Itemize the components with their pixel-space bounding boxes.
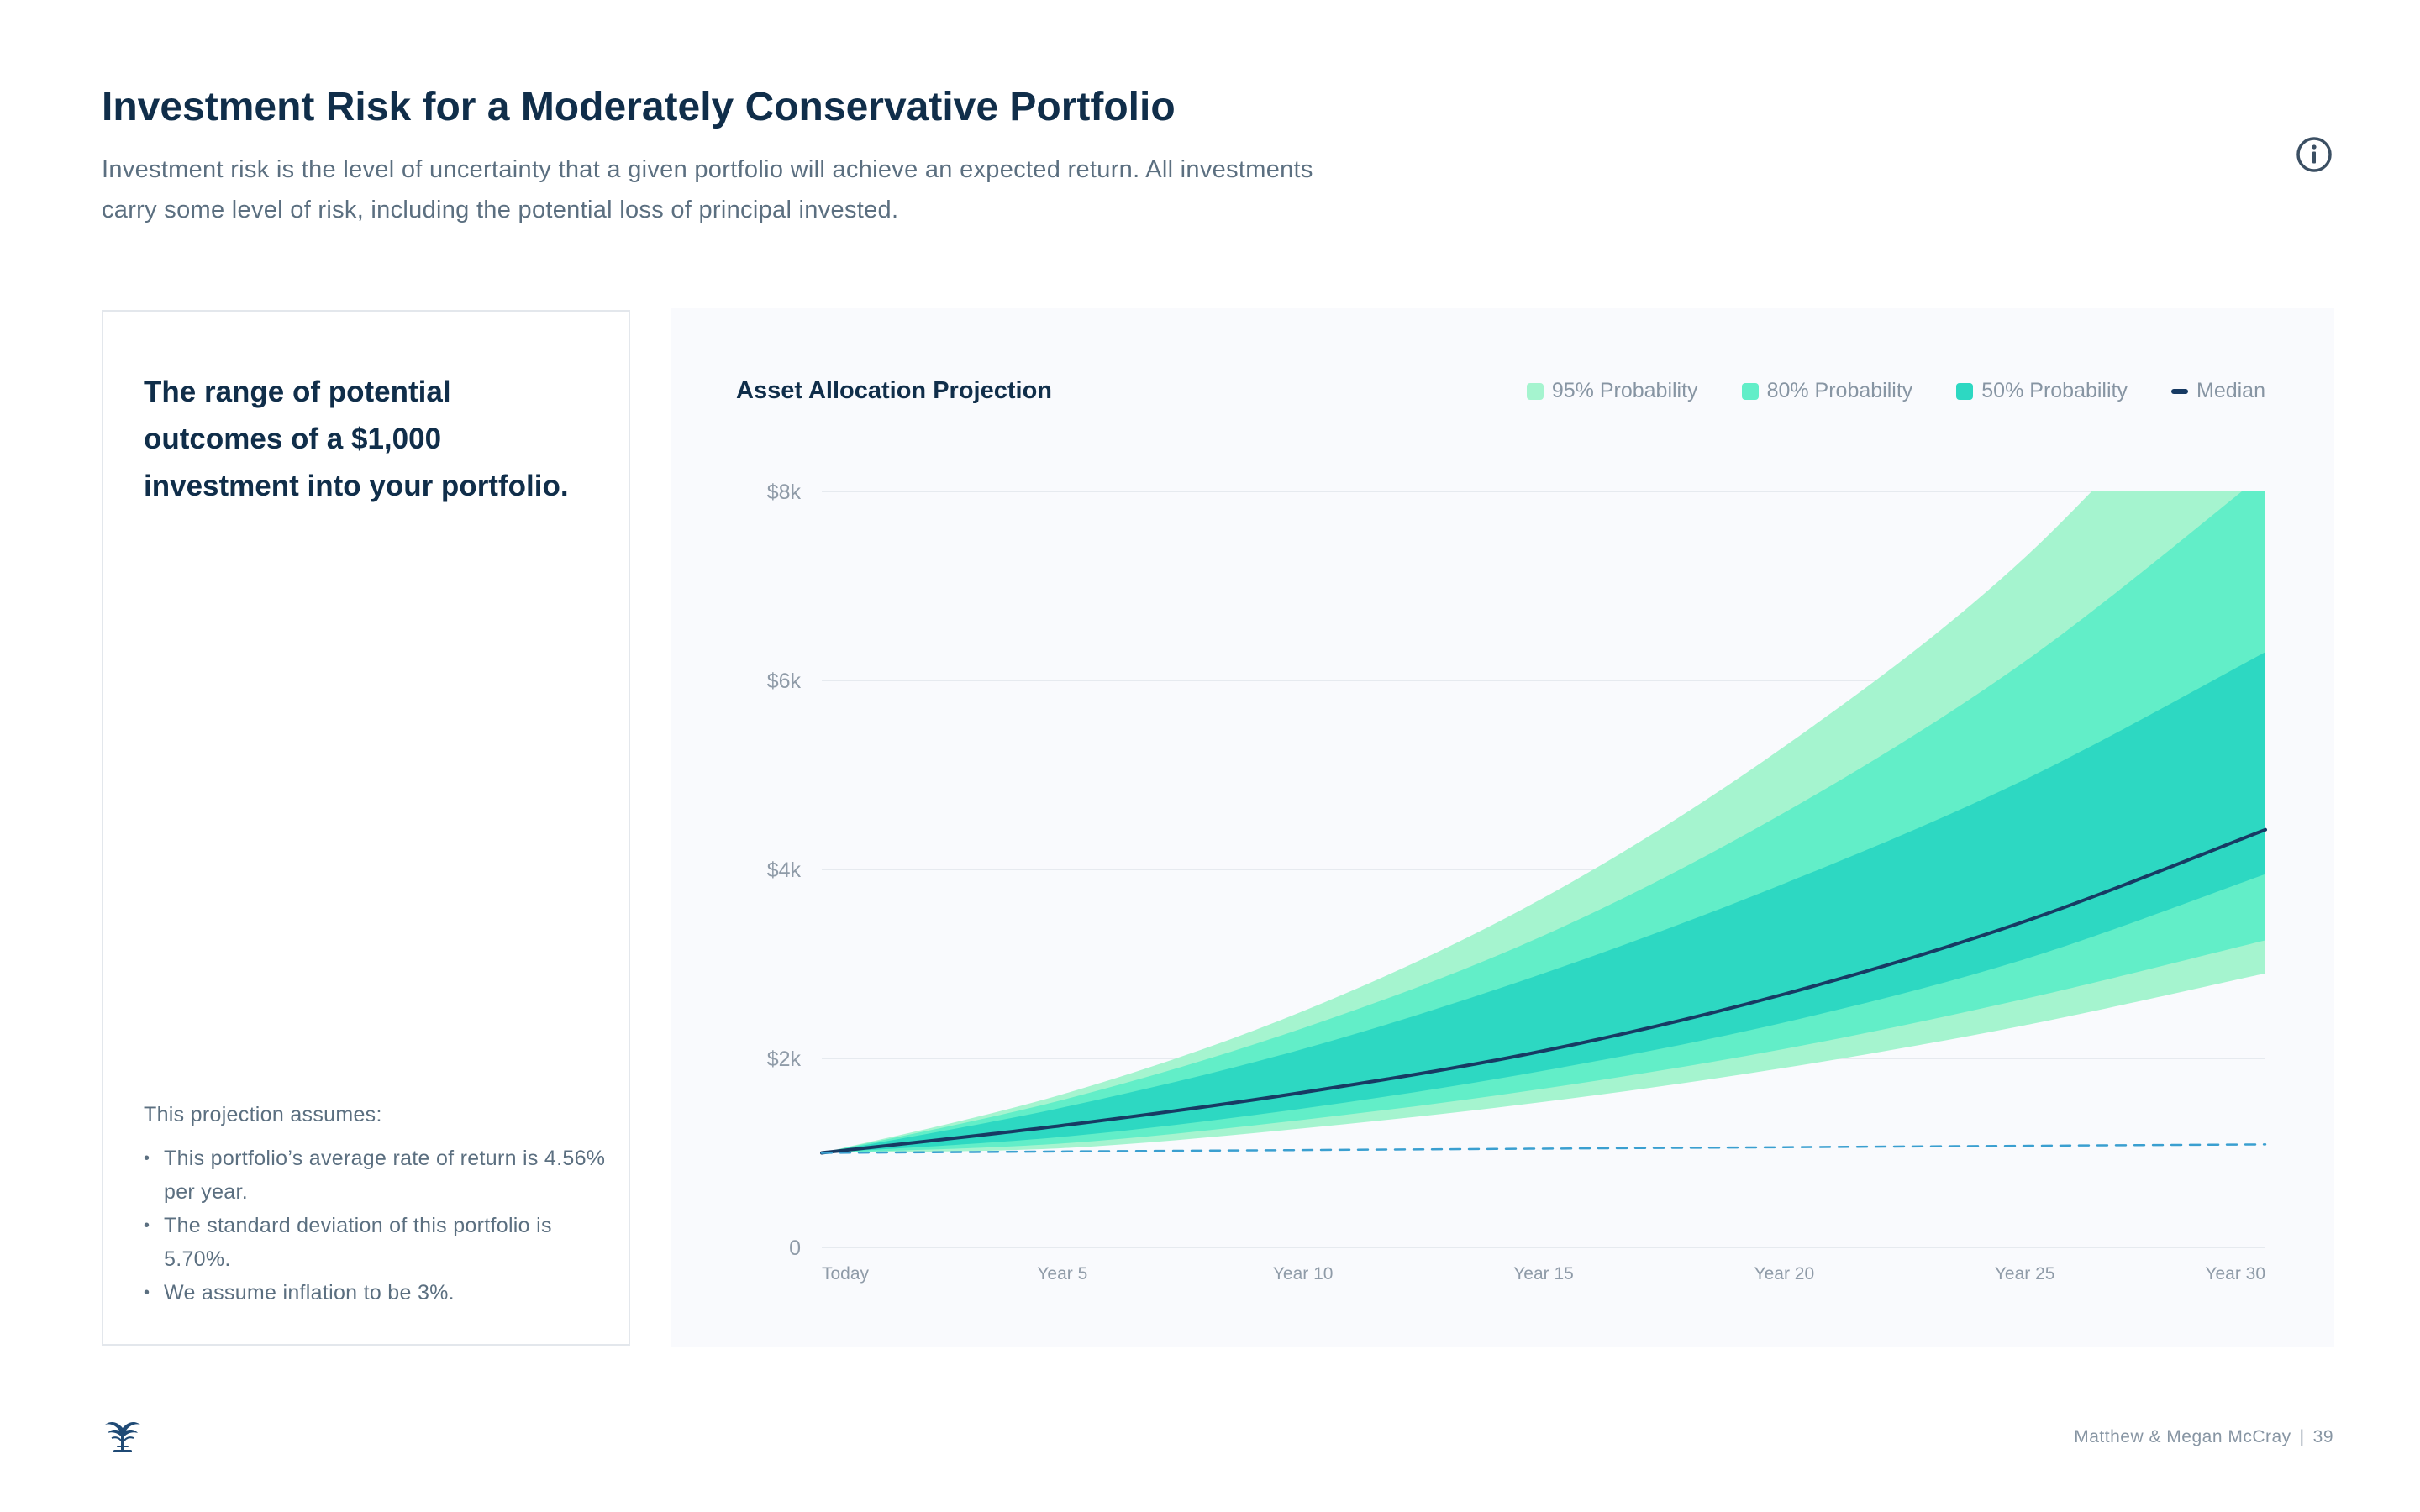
- x-tick-label: Year 5: [1037, 1264, 1087, 1284]
- x-tick-label: Today: [822, 1264, 870, 1284]
- y-tick-label: 0: [789, 1236, 801, 1260]
- legend-swatch-50: [1956, 382, 1974, 400]
- assumptions-title: This projection assumes:: [144, 1103, 382, 1126]
- legend-swatch-95: [1526, 382, 1544, 400]
- legend-line-median: [2171, 388, 2188, 394]
- assumption-item: The standard deviation of this portfolio…: [144, 1209, 614, 1276]
- legend-swatch-80: [1741, 382, 1759, 400]
- median-line: [820, 827, 2267, 1155]
- legend-item-50[interactable]: 50% Probability: [1956, 379, 2128, 403]
- chart-legend: 95% Probability 80% Probability 50% Prob…: [1526, 379, 2265, 403]
- fountain-logo-icon: [105, 1422, 140, 1452]
- legend-label-50: 50% Probability: [1981, 379, 2128, 402]
- x-tick-label: Year 25: [1995, 1264, 2055, 1284]
- page-title: Investment Risk for a Moderately Conserv…: [102, 85, 1176, 129]
- page-subtitle: Investment risk is the level of uncertai…: [102, 156, 1313, 223]
- probability-band: [822, 652, 2265, 1153]
- chart-title: Asset Allocation Projection: [736, 377, 1052, 404]
- summary-card: The range of potential outcomes of a $1,…: [102, 310, 630, 1346]
- y-tick-label: $6k: [767, 669, 802, 693]
- legend-label-95: 95% Probability: [1551, 379, 1698, 402]
- baseline-dashed-line: [820, 1143, 2267, 1154]
- page-number: 39: [2312, 1427, 2333, 1446]
- assumptions-list: This portfolio’s average rate of return …: [144, 1142, 614, 1310]
- assumption-item: This portfolio’s average rate of return …: [144, 1142, 614, 1209]
- legend-item-median[interactable]: Median: [2171, 379, 2265, 403]
- y-tick-label: $4k: [767, 858, 802, 882]
- legend-item-80[interactable]: 80% Probability: [1741, 379, 1913, 403]
- legend-label-median: Median: [2196, 379, 2265, 402]
- footer-names: Matthew & Megan McCray: [2074, 1427, 2291, 1446]
- x-tick-label: Year 15: [1513, 1264, 1574, 1284]
- legend-item-95[interactable]: 95% Probability: [1526, 379, 1698, 403]
- chart-card: Asset Allocation Projection 95% Probabil…: [671, 308, 2334, 1347]
- projection-chart: 0 $2k $4k $6k $8k Today Year 5 Year 10 Year 15 Ye…: [767, 480, 2267, 1284]
- summary-headline: The range of potential outcomes of a $1,…: [144, 375, 569, 502]
- footer-separator: |: [2299, 1427, 2305, 1446]
- x-tick-label: Year 10: [1273, 1264, 1334, 1284]
- legend-label-80: 80% Probability: [1766, 379, 1913, 402]
- assumption-item: We assume inflation to be 3%.: [144, 1276, 614, 1310]
- info-icon[interactable]: [2296, 136, 2333, 173]
- y-tick-label: $8k: [767, 480, 802, 504]
- y-tick-label: $2k: [767, 1047, 802, 1071]
- footer: Matthew & Megan McCray | 39: [2074, 1427, 2333, 1447]
- x-tick-label: Year 30: [2205, 1264, 2265, 1284]
- x-tick-label: Year 20: [1754, 1264, 1815, 1284]
